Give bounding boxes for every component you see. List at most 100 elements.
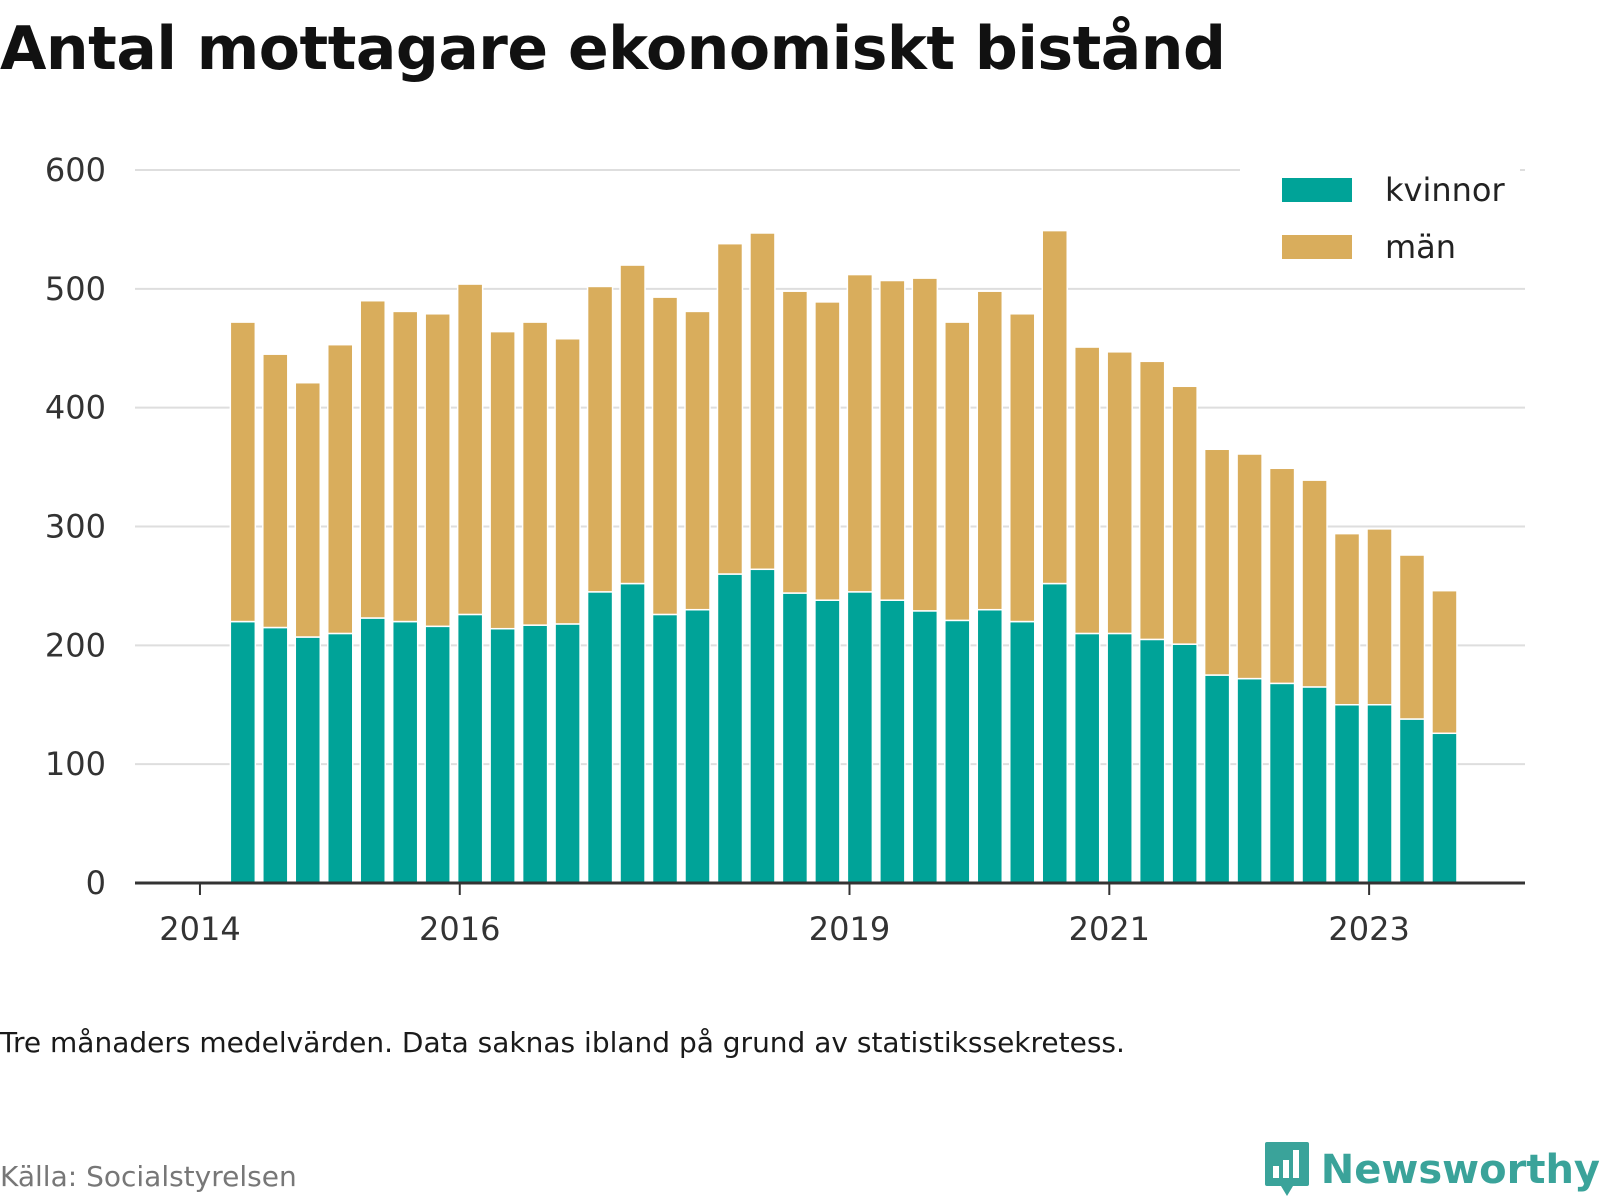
source-credit: Källa: Socialstyrelsen: [0, 1160, 297, 1193]
bar-man: [749, 232, 776, 571]
bar-kvinnor: [1333, 704, 1361, 884]
bar-kvinnor: [489, 627, 516, 884]
bar-kvinnor: [424, 625, 451, 884]
bar-man: [619, 264, 646, 585]
bar-kvinnor: [944, 619, 971, 884]
x-tick-label: 2016: [419, 910, 500, 948]
bar-man: [1073, 346, 1101, 635]
bar-man: [262, 353, 289, 629]
bar-kvinnor: [879, 599, 906, 884]
bar-kvinnor: [749, 568, 776, 884]
bar-kvinnor: [716, 573, 744, 884]
bar-kvinnor: [814, 599, 841, 884]
brand-logo: Newsworthy: [1263, 1140, 1600, 1200]
bar-man: [554, 337, 581, 625]
bar-man: [1398, 554, 1426, 720]
bar-kvinnor: [1236, 677, 1263, 884]
bar-man: [521, 321, 549, 626]
bar-kvinnor: [1268, 682, 1296, 884]
bar-man: [294, 381, 322, 638]
bar-kvinnor: [781, 592, 809, 884]
bar-man: [359, 299, 386, 619]
y-tick-label: 0: [86, 864, 106, 902]
legend: kvinnor män: [1240, 162, 1520, 280]
bar-kvinnor: [359, 617, 386, 884]
bar-man: [846, 273, 874, 593]
bar-kvinnor: [1398, 718, 1426, 884]
bar-man: [1268, 467, 1296, 685]
bar-man: [1009, 313, 1036, 623]
chart-note: Tre månaders medelvärden. Data saknas ib…: [0, 1026, 1125, 1059]
bar-man: [976, 290, 1004, 611]
bar-kvinnor: [554, 623, 581, 884]
bar-kvinnor: [456, 613, 484, 884]
bar-man: [1301, 479, 1328, 688]
y-tick-label: 500: [45, 270, 106, 308]
bar-kvinnor: [1009, 620, 1036, 884]
bar-man: [716, 242, 744, 575]
bar-man: [489, 330, 516, 630]
bar-kvinnor: [846, 591, 874, 884]
bar-kvinnor: [294, 636, 322, 884]
legend-label: män: [1385, 228, 1456, 266]
bar-kvinnor: [911, 610, 939, 884]
bar-kvinnor: [521, 624, 549, 884]
legend-swatch: [1282, 178, 1352, 202]
bar-man: [1236, 453, 1263, 680]
x-tick-label: 2021: [1069, 910, 1150, 948]
bar-man: [1431, 589, 1458, 735]
bar-man: [1106, 351, 1133, 635]
x-tick-label: 2019: [809, 910, 890, 948]
chart-title: Antal mottagare ekonomiskt bistånd: [0, 14, 1226, 84]
bar-kvinnor: [1431, 732, 1458, 884]
bar-man: [1333, 532, 1361, 706]
bar-man: [1138, 360, 1166, 641]
y-tick-label: 300: [45, 508, 106, 546]
bar-man: [814, 301, 841, 601]
legend-swatch: [1282, 235, 1352, 259]
bar-kvinnor: [1366, 704, 1393, 884]
bar-man: [424, 313, 451, 628]
y-tick-label: 600: [45, 151, 106, 189]
bar-man: [229, 321, 257, 623]
bar-kvinnor: [586, 591, 614, 884]
bar-man: [1366, 528, 1393, 706]
bar-kvinnor: [1073, 632, 1101, 884]
y-tick-label: 200: [45, 626, 106, 664]
legend-label: kvinnor: [1385, 171, 1506, 209]
bar-man: [879, 279, 906, 601]
x-tick-label: 2014: [159, 910, 240, 948]
bar-kvinnor: [327, 632, 354, 884]
bar-kvinnor: [651, 613, 679, 884]
bar-kvinnor: [1171, 643, 1198, 884]
bars: [229, 229, 1458, 884]
x-tick-label: 2023: [1328, 910, 1409, 948]
bar-kvinnor: [619, 582, 646, 884]
newsworthy-logo-icon: [1264, 1142, 1309, 1196]
bar-man: [781, 290, 809, 594]
bar-man: [391, 310, 419, 623]
bar-kvinnor: [1301, 686, 1328, 884]
bar-kvinnor: [684, 608, 711, 884]
bar-man: [456, 283, 484, 616]
bar-kvinnor: [1106, 632, 1133, 884]
bar-man: [1041, 229, 1068, 585]
bar-man: [944, 321, 971, 622]
y-tick-label: 400: [45, 389, 106, 427]
bar-kvinnor: [1041, 582, 1068, 884]
bar-kvinnor: [391, 620, 419, 884]
bar-kvinnor: [262, 626, 289, 884]
bar-man: [1203, 448, 1231, 676]
bar-man: [651, 296, 679, 616]
bar-man: [586, 285, 614, 593]
bar-man: [911, 277, 939, 612]
bar-man: [327, 343, 354, 635]
bar-kvinnor: [976, 608, 1004, 884]
bar-kvinnor: [1203, 674, 1231, 884]
bar-man: [1171, 385, 1198, 645]
y-tick-label: 100: [45, 745, 106, 783]
bar-man: [684, 310, 711, 611]
bar-kvinnor: [1138, 638, 1166, 884]
axes: 0 100 200 300 400 500 600 2014 2016 2019 2021 2023: [45, 151, 1525, 948]
